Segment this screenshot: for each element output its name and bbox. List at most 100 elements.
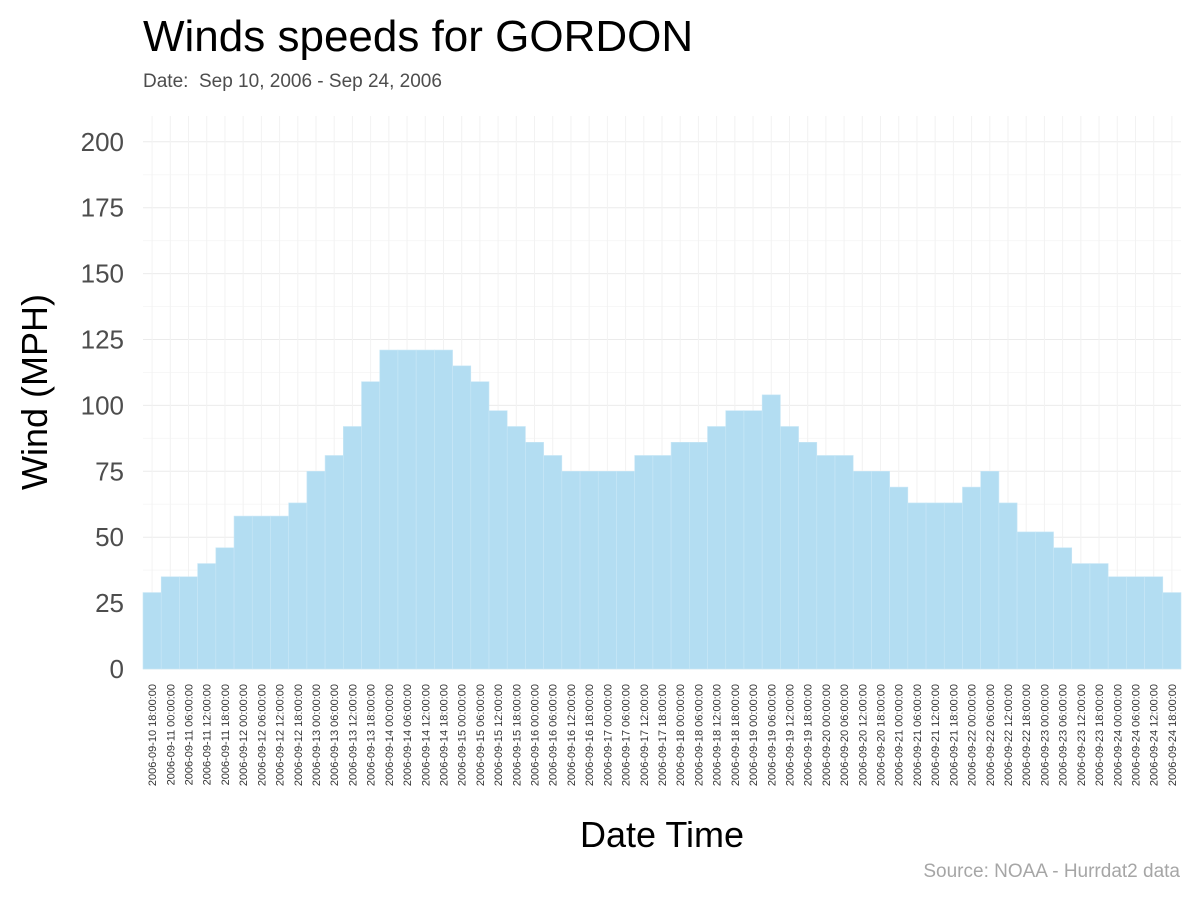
- bar: [1035, 531, 1054, 670]
- bar: [616, 470, 635, 670]
- x-tick-label: 2006-09-24 12:00:00: [1149, 684, 1161, 786]
- x-tick-label: 2006-09-11 12:00:00: [202, 684, 214, 785]
- bar: [689, 442, 708, 670]
- bar: [962, 486, 981, 670]
- bar: [725, 410, 745, 670]
- x-tick-label: 2006-09-23 00:00:00: [1039, 684, 1051, 786]
- x-tick-label: 2006-09-15 12:00:00: [493, 684, 505, 786]
- bar: [488, 410, 508, 670]
- bar: [197, 563, 217, 670]
- x-tick-label: 2006-09-18 12:00:00: [712, 684, 724, 786]
- bar: [215, 547, 235, 670]
- bar: [907, 502, 927, 670]
- bar: [707, 426, 727, 670]
- y-tick-label: 75: [95, 456, 124, 486]
- bar: [652, 455, 672, 670]
- x-tick-label: 2006-09-12 06:00:00: [256, 684, 268, 786]
- x-axis-ticks: 2006-09-10 18:00:00 2006-09-11 00:00:00 20…: [147, 684, 1179, 786]
- bar: [506, 426, 526, 670]
- bar: [925, 502, 945, 670]
- chart-title: Winds speeds for GORDON: [143, 12, 694, 61]
- bar: [233, 515, 253, 670]
- x-tick-label: 2006-09-19 12:00:00: [784, 684, 796, 786]
- x-tick-label: 2006-09-15 00:00:00: [457, 684, 469, 786]
- bar: [251, 515, 271, 670]
- x-tick-label: 2006-09-17 00:00:00: [602, 684, 614, 786]
- bar: [361, 381, 381, 670]
- x-tick-label: 2006-09-14 12:00:00: [420, 684, 432, 786]
- x-tick-label: 2006-09-20 00:00:00: [821, 684, 833, 786]
- y-tick-label: 175: [81, 193, 124, 223]
- bar: [306, 470, 326, 670]
- bar: [597, 470, 617, 670]
- x-tick-label: 2006-09-11 00:00:00: [165, 684, 177, 785]
- y-tick-label: 0: [110, 654, 124, 684]
- x-tick-label: 2006-09-16 18:00:00: [584, 684, 596, 786]
- bar: [634, 455, 654, 670]
- bar: [761, 394, 781, 670]
- bar: [270, 515, 289, 670]
- x-tick-label: 2006-09-17 12:00:00: [639, 684, 651, 786]
- bar: [1107, 576, 1127, 670]
- bar: [871, 470, 890, 670]
- bar: [852, 470, 872, 670]
- bar: [943, 502, 963, 670]
- x-tick-label: 2006-09-12 18:00:00: [293, 684, 305, 786]
- x-tick-label: 2006-09-13 12:00:00: [347, 684, 359, 786]
- y-axis-ticks: 0 25 50 75 100 125 150 175 200: [81, 127, 124, 684]
- x-tick-label: 2006-09-20 18:00:00: [876, 684, 888, 786]
- x-tick-label: 2006-09-18 18:00:00: [730, 684, 742, 786]
- bar: [670, 442, 690, 670]
- x-tick-label: 2006-09-22 06:00:00: [985, 684, 997, 786]
- x-tick-label: 2006-09-15 06:00:00: [475, 684, 487, 786]
- bar: [889, 486, 909, 670]
- chart-subtitle: Date: Sep 10, 2006 - Sep 24, 2006: [143, 71, 442, 92]
- bar: [1089, 563, 1109, 670]
- bar: [834, 455, 854, 670]
- bar: [452, 365, 472, 670]
- x-tick-label: 2006-09-14 06:00:00: [402, 684, 414, 786]
- x-tick-label: 2006-09-14 00:00:00: [384, 684, 396, 786]
- bar: [998, 502, 1018, 670]
- bar: [543, 455, 563, 670]
- x-tick-label: 2006-09-20 06:00:00: [839, 684, 851, 786]
- bar: [160, 576, 180, 670]
- x-tick-label: 2006-09-22 18:00:00: [1021, 684, 1033, 786]
- x-tick-label: 2006-09-16 00:00:00: [530, 684, 542, 786]
- chart-caption: Source: NOAA - Hurrdat2 data: [923, 861, 1180, 882]
- bar: [561, 470, 581, 670]
- bar: [1016, 531, 1036, 670]
- x-tick-label: 2006-09-23 06:00:00: [1058, 684, 1070, 786]
- bar: [816, 455, 836, 670]
- bar: [1144, 576, 1164, 670]
- x-tick-label: 2006-09-18 00:00:00: [675, 684, 687, 786]
- bar: [1053, 547, 1073, 670]
- y-tick-label: 150: [81, 259, 124, 289]
- x-tick-label: 2006-09-13 00:00:00: [311, 684, 323, 786]
- bar: [343, 426, 362, 670]
- x-tick-label: 2006-09-19 06:00:00: [766, 684, 778, 786]
- x-tick-label: 2006-09-10 18:00:00: [147, 684, 159, 786]
- x-tick-label: 2006-09-24 00:00:00: [1112, 684, 1124, 786]
- bar: [743, 410, 763, 670]
- bar: [415, 349, 435, 670]
- x-tick-label: 2006-09-21 00:00:00: [894, 684, 906, 786]
- bar: [397, 349, 417, 670]
- x-tick-label: 2006-09-19 00:00:00: [748, 684, 760, 786]
- x-tick-label: 2006-09-21 06:00:00: [912, 684, 924, 786]
- bar: [434, 349, 453, 670]
- y-axis-title: Wind (MPH): [14, 294, 55, 490]
- x-tick-label: 2006-09-21 18:00:00: [948, 684, 960, 786]
- x-tick-label: 2006-09-23 18:00:00: [1094, 684, 1106, 786]
- bar: [980, 470, 1000, 670]
- x-tick-label: 2006-09-24 18:00:00: [1167, 684, 1179, 786]
- bar: [288, 502, 308, 670]
- x-tick-label: 2006-09-24 06:00:00: [1130, 684, 1142, 786]
- x-tick-label: 2006-09-13 18:00:00: [366, 684, 378, 786]
- x-axis-title: Date Time: [580, 814, 744, 855]
- bar: [179, 576, 198, 670]
- bar: [470, 381, 490, 670]
- x-tick-label: 2006-09-11 06:00:00: [184, 684, 196, 785]
- x-tick-label: 2006-09-22 12:00:00: [1003, 684, 1015, 786]
